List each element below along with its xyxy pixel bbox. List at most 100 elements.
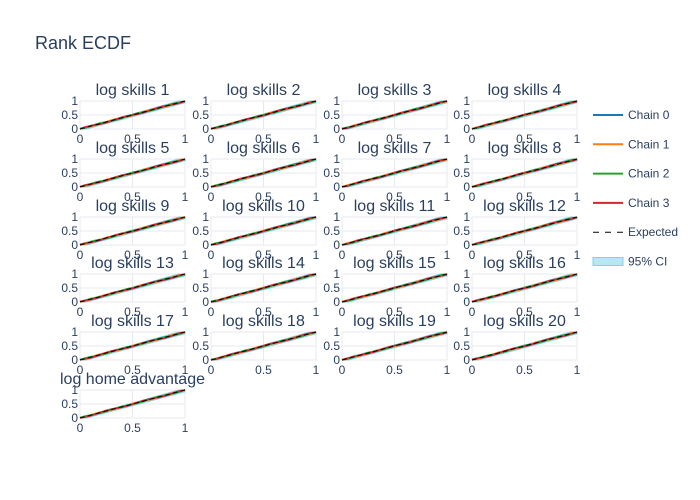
subplot-title: log skills 7 (358, 140, 432, 157)
x-tick-label: 1 (574, 248, 581, 262)
y-tick-label: 1 (71, 94, 78, 108)
y-tick-label: 1 (202, 210, 209, 224)
x-tick-label: 1 (574, 190, 581, 204)
x-tick-label: 0 (339, 132, 346, 146)
y-tick-label: 0 (463, 353, 470, 367)
expected-line (210, 273, 317, 303)
x-tick-label: 1 (313, 190, 320, 204)
series-line (210, 331, 317, 361)
expected-line (210, 158, 317, 188)
x-tick-label: 0.5 (386, 132, 403, 146)
subplot-title: log skills 13 (91, 255, 174, 272)
y-tick-label: 0 (202, 295, 209, 309)
y-tick-label: 0.5 (192, 108, 209, 122)
subplot-title: log skills 5 (96, 140, 170, 157)
expected-line (341, 100, 448, 130)
x-tick-label: 1 (444, 190, 451, 204)
y-tick-label: 0.5 (323, 108, 340, 122)
x-tick-label: 0 (339, 190, 346, 204)
expected-line (79, 216, 186, 246)
series-line (210, 100, 317, 130)
x-tick-label: 0 (339, 305, 346, 319)
y-tick-label: 0.5 (61, 108, 78, 122)
legend-label: Chain 2 (628, 167, 670, 181)
x-tick-label: 0.5 (386, 363, 403, 377)
subplot-title: log skills 3 (358, 82, 432, 99)
subplot-title: log skills 9 (96, 198, 170, 215)
x-tick-label: 1 (182, 132, 189, 146)
y-tick-label: 1 (71, 267, 78, 281)
x-tick-label: 1 (444, 305, 451, 319)
y-tick-label: 0.5 (453, 339, 470, 353)
expected-line (471, 216, 578, 246)
subplot-title: log skills 6 (227, 140, 301, 157)
y-tick-label: 1 (71, 325, 78, 339)
expected-line (79, 331, 186, 361)
x-tick-label: 1 (182, 190, 189, 204)
legend-label: Expected (628, 225, 678, 239)
x-tick-label: 0 (77, 305, 84, 319)
x-tick-label: 0 (469, 132, 476, 146)
subplot-title: log skills 12 (483, 198, 566, 215)
series-line (79, 158, 186, 188)
x-tick-label: 1 (574, 363, 581, 377)
legend-label: Chain 0 (628, 108, 670, 122)
y-tick-label: 0 (202, 353, 209, 367)
subplot-title: log skills 15 (353, 255, 436, 272)
legend-label: 95% CI (628, 255, 667, 269)
y-tick-label: 0 (333, 295, 340, 309)
expected-line (210, 216, 317, 246)
series-line (341, 216, 448, 246)
y-tick-label: 1 (463, 325, 470, 339)
x-tick-label: 1 (444, 248, 451, 262)
x-tick-label: 1 (313, 305, 320, 319)
y-tick-label: 0 (463, 295, 470, 309)
y-tick-label: 1 (333, 267, 340, 281)
subplot-title: log skills 8 (488, 140, 562, 157)
expected-line (341, 331, 448, 361)
y-tick-label: 1 (463, 94, 470, 108)
x-tick-label: 1 (313, 363, 320, 377)
x-tick-label: 0.5 (124, 190, 141, 204)
y-tick-label: 0 (333, 353, 340, 367)
x-tick-label: 0 (77, 190, 84, 204)
x-tick-label: 0.5 (516, 363, 533, 377)
expected-line (79, 158, 186, 188)
x-tick-label: 0.5 (124, 248, 141, 262)
y-tick-label: 0 (463, 180, 470, 194)
expected-line (341, 216, 448, 246)
expected-line (471, 331, 578, 361)
x-tick-label: 1 (182, 421, 189, 435)
y-tick-label: 1 (202, 267, 209, 281)
y-tick-label: 0.5 (61, 166, 78, 180)
x-tick-label: 0 (339, 248, 346, 262)
x-tick-label: 0.5 (386, 190, 403, 204)
y-tick-label: 0.5 (61, 397, 78, 411)
y-tick-label: 0 (202, 122, 209, 136)
y-tick-label: 0 (463, 122, 470, 136)
x-tick-label: 0.5 (516, 132, 533, 146)
y-tick-label: 1 (463, 152, 470, 166)
y-tick-label: 0 (463, 238, 470, 252)
expected-line (471, 158, 578, 188)
x-tick-label: 0.5 (386, 248, 403, 262)
y-tick-label: 1 (333, 152, 340, 166)
y-tick-label: 0.5 (323, 166, 340, 180)
